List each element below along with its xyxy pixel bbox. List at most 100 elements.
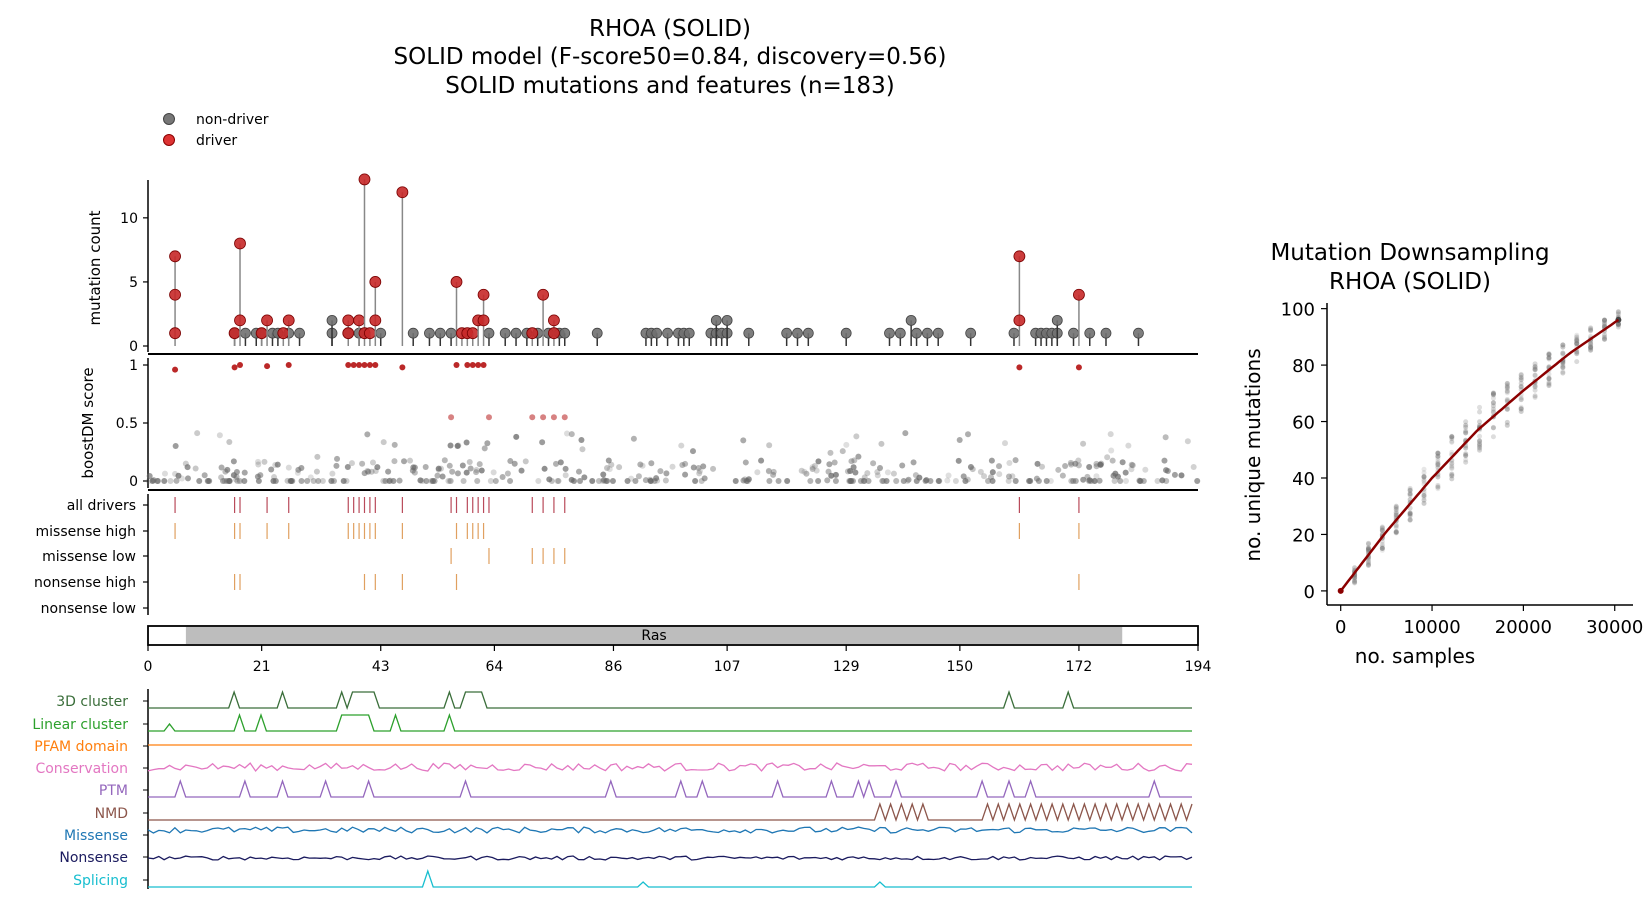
boostdm-nondriver-point	[855, 453, 862, 460]
boostdm-driver-point	[469, 362, 476, 368]
boostdm-nondriver-point	[770, 468, 777, 475]
boostdm-nondriver-point	[935, 478, 942, 484]
boostdm-nondriver-point	[962, 478, 969, 484]
downsampling-point	[1421, 470, 1427, 476]
boostdm-nondriver-point	[329, 470, 336, 477]
boostdm-nondriver-point	[962, 478, 969, 484]
downsampling-point	[1532, 367, 1538, 373]
downsampling-point	[1435, 450, 1441, 456]
boostdm-nondriver-point	[1104, 454, 1111, 461]
boostdm-nondriver-point	[663, 470, 670, 477]
downsampling-point	[1477, 433, 1483, 439]
boostdm-nondriver-point	[843, 441, 850, 448]
downsampling-point	[1518, 371, 1524, 377]
downsampling-fit-line	[1339, 318, 1620, 592]
downsampling-point	[1560, 352, 1566, 358]
boostdm-nondriver-point	[900, 478, 907, 484]
downsampling-point	[1602, 317, 1608, 323]
boostdm-driver-point	[464, 362, 471, 368]
downsampling-point	[1574, 340, 1580, 346]
driver-point	[342, 327, 355, 340]
driver-point	[353, 314, 365, 327]
nondriver-point	[1008, 327, 1020, 339]
downsampling-point	[1407, 491, 1413, 497]
downsampling-point	[1504, 406, 1510, 412]
downsampling-point	[1560, 362, 1566, 368]
boostdm-driver-point	[172, 366, 179, 373]
boostdm-nondriver-point	[272, 461, 279, 468]
downsampling-point	[1421, 491, 1427, 497]
driver-tracks-panel: all drivers missense high missense low nons…	[34, 494, 1080, 617]
downsampling-point	[1421, 495, 1427, 501]
downsampling-point	[1560, 342, 1566, 348]
boostdm-nondriver-point	[330, 478, 337, 484]
boostdm-nondriver-point	[1122, 478, 1129, 484]
downsampling-ytick-label: 100	[1281, 300, 1315, 321]
boostdm-nondriver-point	[1039, 463, 1046, 470]
feature-line-nonsense	[147, 855, 1193, 861]
boostdm-nondriver-point	[1075, 462, 1082, 469]
boostdm-driver-point	[264, 363, 271, 370]
boostdm-nondriver-point	[578, 437, 585, 444]
downsampling-point	[1615, 321, 1621, 327]
boostdm-nondriver-point	[1159, 477, 1166, 484]
downsampling-point	[1546, 356, 1552, 362]
boostdm-nondriver-point	[396, 477, 403, 484]
downsampling-point	[1407, 488, 1413, 494]
downsampling-point	[1407, 485, 1413, 491]
boostdm-nondriver-point	[359, 460, 366, 467]
downsampling-point	[1365, 562, 1371, 568]
boostdm-nondriver-point	[175, 472, 182, 479]
downsampling-point	[1449, 463, 1455, 469]
nondriver-point	[651, 327, 663, 339]
boostdm-driver-point	[529, 414, 536, 421]
boostdm-nondriver-point	[1006, 473, 1013, 480]
downsampling-point	[1435, 453, 1441, 459]
boostdm-nondriver-point	[740, 437, 747, 444]
boostdm-nondriver-point	[599, 478, 606, 484]
downsampling-point	[1435, 455, 1441, 461]
legend-label-non-driver: non-driver	[196, 112, 269, 128]
downsampling-point	[1449, 449, 1455, 455]
downsampling-point	[1352, 579, 1358, 585]
downsampling-point	[1407, 487, 1413, 493]
boostdm-nondriver-point	[877, 465, 884, 472]
boostdm-nondriver-point	[459, 462, 466, 469]
boostdm-nondriver-point	[742, 459, 749, 466]
nondriver-point	[743, 327, 755, 339]
main-title-line2: SOLID model (F-score50=0.84, discovery=0…	[394, 44, 947, 70]
boostdm-nondriver-point	[865, 478, 872, 484]
boostdm-nondriver-point	[261, 458, 268, 465]
boostdm-nondriver-point	[910, 459, 917, 466]
downsampling-point	[1490, 390, 1496, 396]
downsampling-point	[1477, 419, 1483, 425]
boostdm-nondriver-point	[600, 477, 607, 484]
downsampling-point	[1574, 338, 1580, 344]
boostdm-nondriver-point	[692, 478, 699, 484]
downsampling-point	[1518, 404, 1524, 410]
boostdm-nondriver-point	[732, 478, 739, 484]
boostdm-nondriver-point	[372, 467, 379, 474]
downsampling-point	[1421, 474, 1427, 480]
downsampling-point	[1602, 319, 1608, 325]
boostdm-nondriver-point	[334, 455, 341, 462]
downsampling-point	[1574, 332, 1580, 338]
downsampling-point	[1421, 501, 1427, 507]
downsampling-point	[1365, 540, 1371, 546]
downsampling-point	[1490, 400, 1496, 406]
downsampling-point	[1477, 404, 1483, 410]
downsampling-point	[1602, 336, 1608, 342]
downsampling-point	[1393, 506, 1399, 512]
boostdm-nondriver-point	[233, 473, 240, 480]
boostdm-nondriver-point	[985, 478, 992, 484]
downsampling-point	[1602, 332, 1608, 338]
boostdm-nondriver-point	[522, 458, 529, 465]
boostdm-nondriver-point	[348, 460, 355, 467]
downsampling-point	[1546, 371, 1552, 377]
downsampling-point	[1421, 466, 1427, 472]
boostdm-nondriver-point	[184, 464, 191, 471]
boostdm-nondriver-point	[391, 441, 398, 448]
downsampling-point	[1352, 580, 1358, 586]
domain-box-ras	[185, 627, 1123, 644]
boostdm-nondriver-point	[192, 465, 199, 472]
